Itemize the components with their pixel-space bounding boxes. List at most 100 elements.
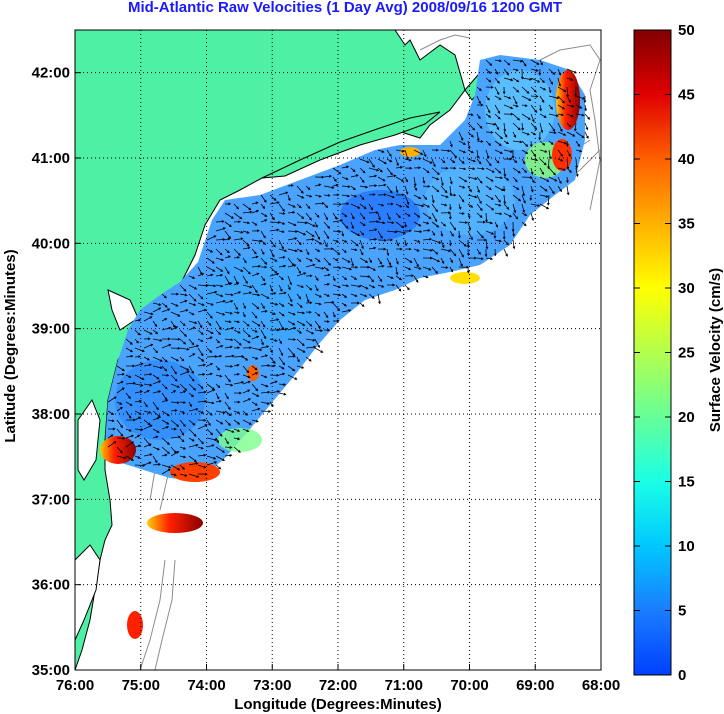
velocity-vector: [548, 176, 558, 182]
velocity-vector: [386, 221, 395, 225]
velocity-vector: [512, 122, 521, 131]
velocity-vector: [467, 176, 478, 180]
velocity-vector: [386, 174, 397, 178]
velocity-vector: [557, 77, 561, 87]
velocity-vector: [260, 410, 272, 413]
velocity-vector: [242, 329, 251, 338]
velocity-vector: [485, 185, 492, 190]
velocity-vector: [323, 311, 329, 319]
velocity-vector: [557, 158, 564, 162]
velocity-vector: [512, 194, 522, 202]
velocity-vector: [440, 166, 449, 170]
velocity-vector: [386, 212, 391, 221]
velocity-vector: [296, 320, 306, 326]
velocity-vector: [359, 221, 366, 226]
velocity-vector: [395, 275, 402, 281]
velocity-vector: [377, 230, 383, 239]
velocity-vector: [467, 230, 473, 241]
velocity-vector: [377, 193, 387, 197]
velocity-vector: [377, 284, 385, 288]
velocity-vector: [494, 59, 502, 63]
velocity-vector: [134, 374, 145, 380]
velocity-vector: [557, 122, 563, 132]
velocity-vector: [440, 158, 446, 164]
velocity-vector: [197, 400, 208, 403]
velocity-vector: [125, 354, 134, 358]
velocity-vector: [305, 230, 315, 237]
velocity-vector: [296, 356, 300, 363]
velocity-vector: [287, 374, 298, 380]
velocity-vector: [152, 390, 162, 394]
velocity-vector: [242, 356, 249, 361]
colorbar-tick-label: 20: [678, 409, 695, 426]
velocity-vector: [251, 229, 260, 233]
velocity-vector: [368, 284, 376, 289]
map-title: Mid-Atlantic Raw Velocities (1 Day Avg) …: [127, 0, 563, 16]
velocity-vector: [449, 140, 453, 148]
velocity-vector: [404, 221, 407, 228]
velocity-vector: [134, 434, 141, 439]
velocity-vector: [368, 266, 376, 271]
velocity-vector: [512, 131, 517, 138]
velocity-vector: [503, 122, 507, 133]
x-tick-label: 69:00: [516, 677, 554, 694]
velocity-vector: [188, 365, 194, 374]
velocity-vector: [287, 230, 299, 233]
velocity-vector: [305, 194, 313, 198]
velocity-vector: [251, 392, 260, 397]
velocity-vector: [368, 275, 374, 283]
velocity-vector: [566, 185, 570, 196]
velocity-hotspot-nantucket: [556, 70, 580, 130]
x-tick-label: 70:00: [450, 677, 488, 694]
velocity-vector: [152, 463, 162, 466]
velocity-vector: [494, 239, 502, 243]
velocity-vector: [197, 320, 203, 329]
velocity-vector: [143, 343, 154, 349]
velocity-vector: [341, 212, 348, 218]
velocity-vector: [395, 284, 402, 292]
velocity-vector: [287, 338, 297, 341]
velocity-vector: [422, 158, 433, 164]
velocity-vector: [170, 464, 181, 471]
velocity-vector: [485, 85, 494, 89]
velocity-vector: [494, 140, 502, 146]
velocity-vector: [494, 95, 502, 100]
velocity-vector: [287, 284, 291, 291]
velocity-vector: [278, 356, 285, 366]
velocity-vector: [152, 329, 159, 335]
velocity-vector: [134, 444, 142, 448]
velocity-vector: [305, 310, 312, 314]
velocity-vector: [413, 149, 424, 155]
velocity-vector: [377, 158, 387, 164]
velocity-vector: [296, 212, 305, 220]
velocity-vector: [332, 293, 342, 297]
velocity-vector: [206, 355, 218, 358]
velocity-vector: [503, 212, 512, 218]
velocity-vector: [251, 302, 260, 310]
velocity-vector: [260, 257, 268, 265]
velocity-vector: [161, 464, 172, 469]
velocity-vector: [143, 329, 153, 335]
velocity-vector: [278, 256, 286, 259]
velocity-vector: [413, 266, 422, 270]
velocity-vector: [233, 203, 239, 210]
velocity-vector: [224, 454, 233, 457]
velocity-vector: [521, 95, 532, 101]
velocity-vector: [260, 383, 269, 388]
velocity-vector: [323, 257, 331, 266]
velocity-vector: [197, 308, 207, 313]
velocity-vector: [350, 174, 359, 178]
velocity-vector: [512, 95, 518, 105]
velocity-vector: [431, 230, 436, 237]
velocity-vector: [215, 374, 223, 378]
velocity-vector: [440, 266, 449, 269]
velocity-vector: [305, 345, 317, 349]
velocity-vector: [530, 122, 538, 131]
velocity-vector: [278, 291, 287, 295]
velocity-vector: [143, 443, 152, 448]
velocity-vector: [395, 221, 405, 229]
velocity-vector: [368, 293, 375, 299]
velocity-vector: [485, 167, 495, 173]
velocity-vector: [215, 284, 224, 288]
velocity-vector: [494, 221, 498, 228]
